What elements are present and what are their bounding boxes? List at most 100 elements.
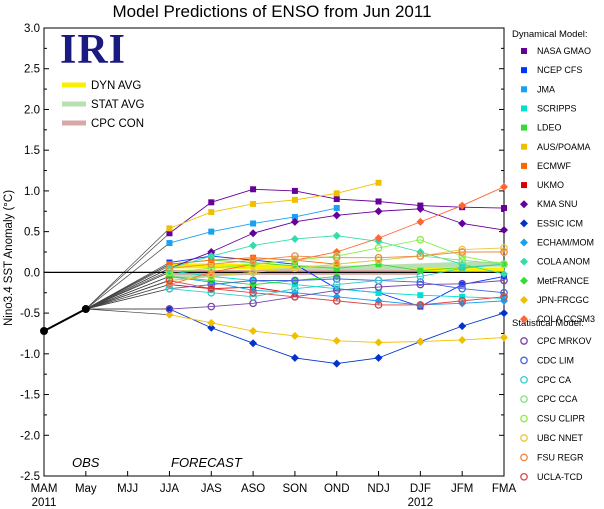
- data-point-ubc-nnet: [249, 268, 257, 277]
- x-tick-label: ASO: [241, 483, 265, 495]
- legend-label: MetFRANCE: [537, 276, 589, 286]
- legend: NASA GMAO NCEP CFS JMA SCRIPPS LDEO AUS/POAMA…: [520, 46, 595, 482]
- y-tick-label: 3.0: [24, 23, 40, 35]
- y-tick-label: 1.0: [24, 186, 40, 198]
- data-point-cpc-ca: [207, 288, 216, 297]
- data-point-ubc-nnet: [207, 272, 216, 281]
- legend-label: JMA: [537, 84, 555, 94]
- data-point-csu-clipr: [249, 260, 257, 269]
- average-legend: DYN AVG STAT AVG CPC CON: [62, 80, 145, 130]
- data-point-ldeo: [333, 265, 340, 272]
- connector-line: [85, 284, 170, 310]
- data-point-ecmwf: [208, 257, 215, 264]
- data-point-jpn-frcgc: [290, 331, 299, 340]
- legend-marker: [521, 86, 527, 93]
- legend-label: NCEP CFS: [537, 65, 582, 75]
- data-point-scripps: [375, 289, 382, 296]
- data-point-cpc-mrkov: [207, 302, 216, 311]
- data-point-essic-icm: [207, 323, 216, 332]
- data-point-nasa-gmao: [375, 198, 382, 205]
- x-tick-label: NDJ: [367, 483, 389, 495]
- data-point-cola-anom: [207, 252, 216, 261]
- x-tick-label: OND: [324, 483, 350, 495]
- y-tick-label: -2.5: [20, 471, 40, 483]
- data-point-jma: [291, 213, 298, 220]
- data-point-jpn-frcgc: [249, 327, 258, 336]
- data-point-aus-poama: [166, 225, 173, 232]
- data-point-jma: [208, 228, 215, 235]
- legend-marker: [521, 124, 527, 131]
- data-point-kma-snu: [332, 211, 341, 220]
- legend-label: SCRIPPS: [537, 103, 577, 113]
- legend-marker: [520, 238, 528, 247]
- data-point-ubc-nnet: [291, 264, 299, 273]
- data-point-aus-poama: [250, 200, 257, 207]
- plot-frame: [43, 27, 505, 477]
- data-point-ncep-cfs: [459, 281, 466, 288]
- data-point-csu-clipr: [374, 244, 383, 252]
- y-tick-label: 0.0: [24, 267, 40, 279]
- legend-marker: [521, 48, 527, 54]
- legend-marker: [521, 67, 527, 74]
- data-point-scripps: [333, 285, 340, 292]
- data-point-fsu-regr: [207, 260, 216, 269]
- data-point-cola-anom: [249, 241, 258, 250]
- data-point-cpc-ca: [374, 276, 383, 285]
- legend-marker: [520, 356, 528, 365]
- series-line-cdc-lim: [169, 278, 505, 294]
- legend-label: ECMWF: [537, 161, 571, 171]
- data-point-ecmwf: [250, 254, 257, 261]
- statistical-legend-title: Statistical Model:: [512, 318, 584, 329]
- x-tick-label: JFM: [451, 483, 473, 495]
- connector-line: [85, 280, 170, 310]
- legend-marker: [520, 276, 528, 285]
- series-line-ubc-nnet: [169, 247, 505, 281]
- x-tick-label: MAM: [31, 483, 58, 495]
- data-point-jpn-frcgc: [165, 310, 174, 319]
- data-point-kma-snu: [500, 226, 508, 235]
- data-point-fsu-regr: [458, 248, 467, 256]
- y-tick-label: -1.5: [20, 390, 40, 402]
- data-point-ldeo: [417, 267, 424, 274]
- data-point-kma-snu: [207, 248, 216, 256]
- data-point-kma-snu: [290, 217, 299, 226]
- legend-label: CDC LIM: [537, 355, 574, 365]
- data-point-csu-clipr: [291, 256, 299, 264]
- data-point-cpc-ca: [291, 284, 299, 293]
- x-tick-label: May: [75, 483, 97, 495]
- data-point-cdc-lim: [500, 288, 508, 297]
- data-point-essic-icm: [374, 353, 383, 362]
- y-tick-label: 2.0: [24, 104, 40, 116]
- plot-area: 3.0 2.5 2.0 1.5 1.0 0.5 0.0 -0.5 -1.0 -1.5 -2.0 -2.…: [20, 23, 516, 509]
- data-point-ldeo: [375, 261, 382, 268]
- observed-point: [81, 305, 90, 314]
- data-point-cdc-lim: [416, 278, 425, 286]
- data-point-essic-icm: [290, 353, 299, 362]
- data-point-cpc-ca: [416, 272, 425, 281]
- legend-marker: [520, 453, 528, 462]
- avg-legend-label: DYN AVG: [91, 80, 141, 92]
- data-point-essic-icm: [500, 309, 508, 318]
- data-point-jpn-frcgc: [500, 333, 508, 342]
- y-axis-label: Nino3.4 SST Anomaly (°C): [3, 190, 15, 326]
- series-line-cpc-ca: [169, 263, 505, 298]
- data-point-cpc-ca: [458, 264, 467, 273]
- legend-label: UCLA-TCD: [537, 472, 583, 482]
- data-point-essic-icm: [458, 322, 467, 331]
- data-point-ubc-nnet: [374, 256, 383, 264]
- data-point-cdc-lim: [207, 280, 216, 289]
- connector-line: [85, 242, 170, 310]
- data-point-kma-snu: [416, 204, 425, 213]
- data-point-csu-clipr: [207, 264, 216, 273]
- dynamical-legend-title: Dynamical Model:: [512, 29, 588, 40]
- connector-line: [85, 272, 170, 310]
- legend-marker: [520, 200, 528, 209]
- y-tick-label: -2.0: [20, 430, 40, 442]
- data-point-cdc-lim: [249, 276, 257, 285]
- legend-label: UKMO: [537, 180, 564, 190]
- observed-point: [40, 327, 48, 336]
- data-point-jpn-frcgc: [458, 335, 467, 344]
- data-point-cpc-mrkov: [500, 276, 508, 285]
- connector-line: [85, 288, 170, 310]
